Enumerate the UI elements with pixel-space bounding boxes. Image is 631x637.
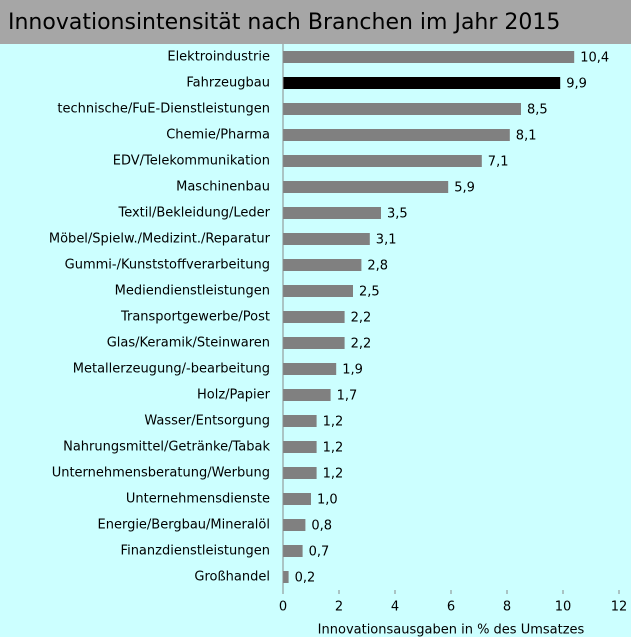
- value-label: 2,2: [351, 337, 372, 352]
- value-label: 2,5: [359, 285, 380, 300]
- bar: [283, 493, 311, 505]
- value-label: 7,1: [488, 155, 509, 170]
- bar: [283, 545, 303, 557]
- bar: [283, 51, 575, 63]
- y-tick-label: Fahrzeugbau: [186, 76, 270, 91]
- value-label: 8,5: [527, 103, 548, 118]
- y-tick-label: Nahrungsmittel/Getränke/Tabak: [63, 440, 270, 455]
- bar: [283, 77, 561, 89]
- y-tick-label: Unternehmensberatung/Werbung: [52, 466, 270, 481]
- bar: [283, 207, 381, 219]
- y-tick-label: Gummi-/Kunststoffverarbeitung: [65, 258, 270, 273]
- value-label: 5,9: [454, 181, 475, 196]
- value-label: 1,0: [317, 493, 338, 508]
- value-label: 1,9: [342, 363, 363, 378]
- value-label: 3,1: [376, 233, 397, 248]
- x-tick-label: 6: [447, 600, 455, 615]
- y-tick-label: Mediendienstleistungen: [115, 284, 270, 299]
- bar: [283, 519, 306, 531]
- value-label: 8,1: [516, 129, 537, 144]
- value-label: 1,7: [337, 389, 358, 404]
- title-band: [0, 0, 631, 44]
- y-tick-label: Glas/Keramik/Steinwaren: [107, 336, 270, 351]
- y-tick-label: Energie/Bergbau/Mineralöl: [98, 518, 271, 533]
- y-tick-label: Chemie/Pharma: [166, 128, 270, 143]
- bar: [283, 571, 289, 583]
- y-tick-label: Möbel/Spielw./Medizint./Reparatur: [49, 232, 271, 247]
- bar: [283, 233, 370, 245]
- y-tick-label: Maschinenbau: [176, 180, 270, 195]
- y-tick-label: Finanzdienstleistungen: [121, 544, 270, 559]
- value-label: 0,2: [295, 571, 316, 586]
- chart-title: Innovationsintensität nach Branchen im J…: [8, 10, 560, 35]
- bar: [283, 181, 449, 193]
- x-tick-label: 10: [555, 600, 572, 615]
- x-tick-label: 0: [279, 600, 287, 615]
- x-tick-label: 8: [503, 600, 511, 615]
- bar: [283, 285, 353, 297]
- bar: [283, 155, 482, 167]
- value-label: 0,8: [311, 519, 332, 534]
- x-tick-label: 4: [391, 600, 399, 615]
- bar: [283, 129, 510, 141]
- y-tick-label: Holz/Papier: [197, 388, 271, 403]
- x-axis-title: Innovationsausgaben in % des Umsatzes: [318, 623, 585, 637]
- bar: [283, 259, 362, 271]
- y-tick-label: Textil/Bekleidung/Leder: [117, 206, 270, 221]
- bar: [283, 441, 317, 453]
- x-tick-label: 2: [335, 600, 343, 615]
- y-tick-label: Transportgewerbe/Post: [120, 310, 270, 325]
- bar: [283, 311, 345, 323]
- bar: [283, 103, 521, 115]
- bar: [283, 363, 337, 375]
- x-tick-label: 12: [611, 600, 628, 615]
- bar: [283, 337, 345, 349]
- bar: [283, 389, 331, 401]
- value-label: 9,9: [566, 77, 587, 92]
- y-tick-label: Wasser/Entsorgung: [144, 414, 270, 429]
- value-label: 2,8: [367, 259, 388, 274]
- y-tick-label: Elektroindustrie: [167, 50, 270, 65]
- value-label: 1,2: [323, 415, 344, 430]
- value-label: 0,7: [309, 545, 330, 560]
- value-label: 1,2: [323, 441, 344, 456]
- bar: [283, 415, 317, 427]
- value-label: 10,4: [580, 51, 609, 66]
- y-tick-label: EDV/Telekommunikation: [113, 154, 270, 169]
- bar: [283, 467, 317, 479]
- value-label: 2,2: [351, 311, 372, 326]
- y-tick-label: Unternehmensdienste: [126, 492, 270, 507]
- value-label: 3,5: [387, 207, 408, 222]
- y-tick-label: Großhandel: [194, 570, 270, 585]
- value-label: 1,2: [323, 467, 344, 482]
- y-tick-label: technische/FuE-Dienstleistungen: [57, 102, 270, 117]
- y-tick-label: Metallerzeugung/-bearbeitung: [73, 362, 270, 377]
